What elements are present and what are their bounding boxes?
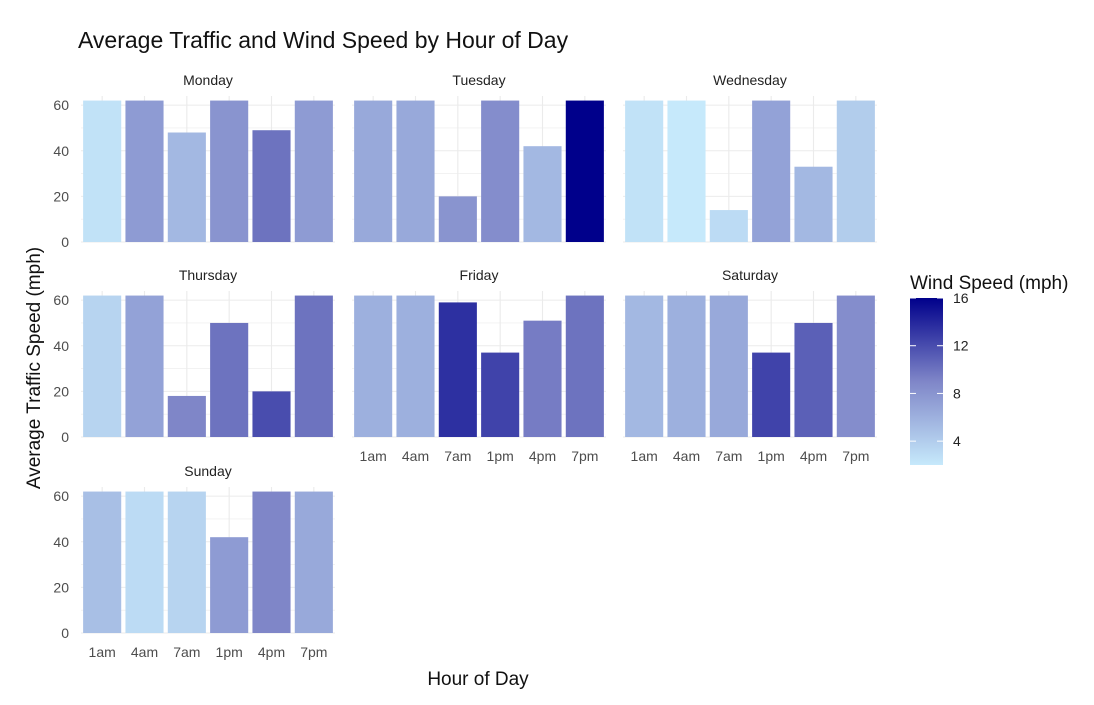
bar: [210, 100, 249, 242]
x-axis-title: Hour of Day: [427, 669, 529, 690]
bar: [836, 295, 875, 437]
bar: [438, 302, 477, 437]
y-tick-label: 0: [61, 429, 69, 445]
x-tick-label: 1am: [89, 644, 116, 660]
bar: [210, 322, 249, 437]
bar: [83, 295, 122, 437]
y-tick-label: 40: [53, 534, 69, 550]
bar: [396, 100, 435, 242]
y-tick-label: 60: [53, 97, 69, 113]
x-tick-label: 4pm: [529, 448, 556, 464]
bar: [167, 491, 206, 633]
y-axis-title: Average Traffic Speed (mph): [24, 247, 45, 489]
facet-strip-label: Thursday: [179, 267, 237, 283]
y-tick-label: 0: [61, 234, 69, 250]
bar: [438, 196, 477, 242]
facet-monday: Monday 0 20 40 60: [53, 72, 335, 250]
bar: [481, 352, 520, 437]
y-tick-label: 40: [53, 338, 69, 354]
bar: [481, 100, 520, 242]
x-tick-label: 7pm: [842, 448, 869, 464]
facet-sunday: Sunday 0 20 40 60 1am 4am 7am 1pm 4pm 7pm: [53, 463, 335, 660]
bar: [125, 100, 164, 242]
bar: [794, 166, 833, 242]
x-tick-label: 7am: [715, 448, 742, 464]
legend: Wind Speed (mph) 4 8 12 16: [910, 273, 1068, 465]
bar: [354, 295, 393, 437]
y-tick-label: 20: [53, 188, 69, 204]
bar: [667, 100, 706, 242]
facet-thursday: Thursday 0 20 40 60: [53, 267, 335, 445]
chart-title: Average Traffic and Wind Speed by Hour o…: [78, 27, 569, 53]
x-tick-label: 4am: [131, 644, 158, 660]
bar: [752, 352, 791, 437]
bar: [836, 100, 875, 242]
x-tick-label: 4am: [402, 448, 429, 464]
bar: [625, 100, 664, 242]
legend-tick-label: 16: [953, 290, 969, 306]
x-tick-label: 4pm: [800, 448, 827, 464]
x-tick-label: 7pm: [571, 448, 598, 464]
bar: [625, 295, 664, 437]
bar: [252, 491, 291, 633]
facet-panels: Monday 0 20 40 60 Tuesday Wednesday Thursday 0 20…: [53, 72, 877, 660]
legend-title: Wind Speed (mph): [910, 273, 1068, 294]
bar: [523, 146, 562, 242]
bar: [709, 210, 748, 242]
bar: [667, 295, 706, 437]
facet-strip-label: Sunday: [184, 463, 231, 479]
facet-strip-label: Saturday: [722, 267, 778, 283]
facet-strip-label: Monday: [183, 72, 233, 88]
bar: [396, 295, 435, 437]
x-tick-label: 1pm: [758, 448, 785, 464]
x-tick-label: 4pm: [258, 644, 285, 660]
bar: [125, 491, 164, 633]
bar: [709, 295, 748, 437]
facet-wednesday: Wednesday: [623, 72, 877, 243]
y-tick-label: 60: [53, 292, 69, 308]
facet-friday: Friday 1am 4am 7am 1pm 4pm 7pm: [352, 267, 606, 464]
legend-tick-label: 12: [953, 338, 969, 354]
bar: [565, 295, 604, 437]
y-tick-label: 60: [53, 488, 69, 504]
facet-saturday: Saturday 1am 4am 7am 1pm 4pm 7pm: [623, 267, 877, 464]
bar: [794, 322, 833, 437]
bar: [167, 395, 206, 437]
x-tick-label: 7pm: [300, 644, 327, 660]
x-tick-label: 1pm: [487, 448, 514, 464]
facet-strip-label: Wednesday: [713, 72, 787, 88]
bar: [167, 132, 206, 242]
bar: [294, 100, 333, 242]
bar: [252, 391, 291, 437]
facet-strip-label: Friday: [460, 267, 499, 283]
legend-tick-label: 4: [953, 433, 961, 449]
bar: [354, 100, 393, 242]
x-tick-label: 1am: [631, 448, 658, 464]
bar: [294, 295, 333, 437]
bar: [83, 100, 122, 242]
x-tick-label: 1am: [360, 448, 387, 464]
facet-tuesday: Tuesday: [352, 72, 606, 243]
bar: [294, 491, 333, 633]
y-tick-label: 20: [53, 383, 69, 399]
bar: [210, 537, 249, 633]
y-tick-label: 40: [53, 143, 69, 159]
x-tick-label: 7am: [444, 448, 471, 464]
legend-tick-label: 8: [953, 385, 961, 401]
x-tick-label: 4am: [673, 448, 700, 464]
facet-strip-label: Tuesday: [452, 72, 505, 88]
bar: [523, 320, 562, 437]
bar: [565, 100, 604, 242]
bar: [752, 100, 791, 242]
y-tick-label: 20: [53, 579, 69, 595]
legend-colorbar: [910, 298, 943, 465]
x-tick-label: 1pm: [216, 644, 243, 660]
bar: [83, 491, 122, 633]
x-tick-label: 7am: [173, 644, 200, 660]
bar: [252, 130, 291, 242]
y-tick-label: 0: [61, 625, 69, 641]
bar: [125, 295, 164, 437]
